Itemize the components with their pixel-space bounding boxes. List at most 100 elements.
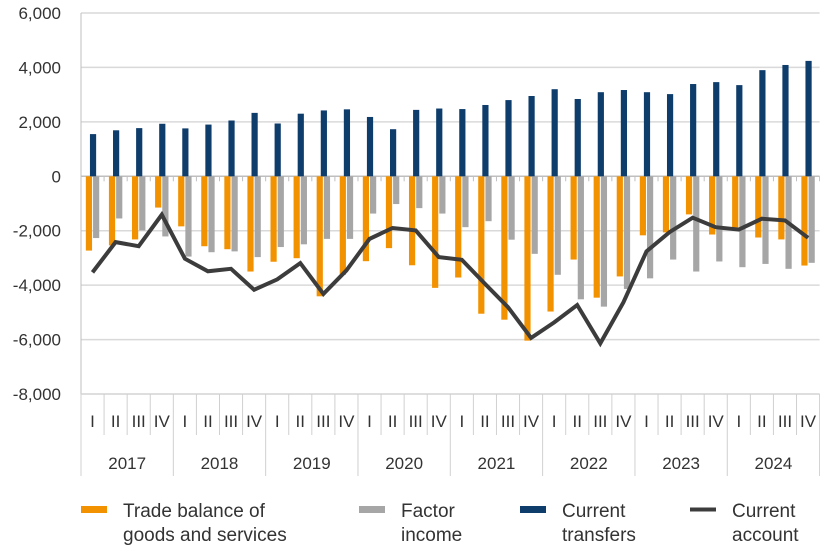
legend-item: Trade balance of goods and services [81, 501, 287, 546]
current-transfers-bar [505, 100, 512, 177]
current-transfers-bar [574, 98, 581, 177]
current-transfers-bar [389, 129, 397, 177]
trade-balance-of-goods-and-services-bar [616, 176, 623, 277]
current-transfers-bar [597, 92, 604, 177]
trade-balance-of-goods-and-services-bar [316, 176, 323, 297]
current-transfers-bar [343, 109, 351, 177]
y-axis: 6,000 4,000 2,000 0 -2,000 -4,000 -6,000 -8,000 [13, 4, 82, 404]
current-transfers-bar [89, 134, 97, 177]
factor-income-bar [139, 176, 146, 231]
legend-label: Trade balance of [123, 501, 266, 522]
current-transfers-bar [136, 128, 143, 177]
factor-income-bar [577, 176, 584, 300]
year-label: 2019 [293, 454, 331, 473]
quarter-label: III [316, 412, 330, 431]
factor-income-bar [600, 176, 608, 307]
legend-swatch [81, 506, 107, 513]
year-label: 2022 [570, 454, 608, 473]
quarter-label: III [132, 412, 146, 431]
quarter-label: IV [154, 412, 171, 431]
factor-income-bar [508, 176, 515, 240]
current-transfers-bar [205, 124, 212, 177]
quarter-label: I [644, 412, 649, 431]
quarter-label: II [296, 412, 305, 431]
trade-balance-of-goods-and-services-bar [247, 176, 254, 272]
current-transfers-bar [620, 90, 628, 177]
current-transfers-bar [528, 96, 535, 177]
quarter-label: I [367, 412, 372, 431]
factor-income-bar [93, 176, 100, 239]
quarter-label: II [203, 412, 212, 431]
trade-balance-of-goods-and-services-bar [570, 176, 577, 260]
y-tick-label: 2,000 [18, 113, 61, 132]
y-tick-label: 0 [52, 167, 61, 186]
gridlines [80, 12, 820, 395]
legend-swatch [359, 506, 385, 513]
legend-item: Factor income [359, 501, 462, 546]
current-transfers-bar [228, 120, 235, 177]
y-tick-label: -6,000 [13, 331, 61, 350]
quarter-label: II [111, 412, 120, 431]
trade-balance-of-goods-and-services-bar [732, 176, 739, 228]
current-transfers-bar [113, 130, 120, 177]
trade-balance-of-goods-and-services-bar [385, 176, 393, 249]
quarter-label: II [757, 412, 766, 431]
factor-income-bar [370, 176, 377, 214]
legend-label: goods and services [123, 525, 287, 546]
current-account-line [90, 210, 810, 348]
current-transfers-bar [459, 109, 466, 177]
factor-income-bar [277, 176, 284, 248]
trade-balance-of-goods-and-services-bar [201, 176, 208, 247]
trade-balance-of-goods-and-services-bar [685, 176, 693, 215]
trade-balance-of-goods-and-services-bar [755, 176, 762, 238]
factor-income-bar [716, 176, 723, 262]
year-label: 2021 [478, 454, 516, 473]
trade-balance-of-goods-and-services-bar [132, 176, 139, 240]
quarter-label: III [224, 412, 238, 431]
y-tick-label: -8,000 [13, 385, 61, 404]
trade-balance-of-goods-and-services-bar [478, 176, 485, 314]
quarter-label: I [90, 412, 95, 431]
current-transfers-bar [690, 84, 697, 177]
legend-item: Current transfers [520, 501, 636, 546]
quarter-label: IV [338, 412, 355, 431]
factor-income-bar [416, 176, 423, 209]
quarter-label: IV [708, 412, 725, 431]
trade-balance-of-goods-and-services-bar [224, 176, 231, 250]
quarter-label: IV [523, 412, 540, 431]
quarter-label: I [459, 412, 464, 431]
current-transfers-bar [182, 128, 189, 177]
current-transfers-bar [666, 94, 674, 177]
current-transfers-bar [436, 108, 443, 177]
quarter-label: III [686, 412, 700, 431]
trade-balance-of-goods-and-services-bar [662, 176, 670, 233]
legend-label: Factor [401, 501, 456, 522]
trade-balance-of-goods-and-services-bar [593, 176, 600, 298]
factor-income-bar [693, 176, 700, 272]
factor-income-bar [162, 176, 169, 237]
legend: Trade balance of goods and services Factor… [81, 501, 799, 546]
trade-balance-of-goods-and-services-bar [639, 176, 646, 236]
current-transfers-bar [297, 113, 304, 177]
trade-balance-of-goods-and-services-bar [709, 176, 716, 235]
current-transfers-bar [782, 64, 789, 177]
factor-income-bar [393, 176, 400, 205]
trade-balance-of-goods-and-services-bar [293, 176, 300, 259]
legend-item: Current account [690, 501, 799, 546]
trade-balance-of-goods-and-services-bar [547, 176, 554, 312]
quarter-label: IV [615, 412, 632, 431]
factor-income-bar [346, 176, 354, 239]
trade-balance-of-goods-and-services-bar [432, 176, 439, 288]
factor-income-bar [808, 176, 815, 263]
factor-income-bar [116, 176, 123, 219]
legend-label: account [732, 525, 799, 546]
quarter-label: IV [431, 412, 448, 431]
trade-balance-of-goods-and-services-bar [339, 176, 346, 275]
factor-income-bar [646, 176, 654, 279]
quarter-label: I [182, 412, 187, 431]
trade-balance-of-goods-and-services-bar [501, 176, 508, 320]
trade-balance-of-goods-and-services-bar [85, 176, 93, 251]
legend-label: Current [732, 501, 796, 522]
trade-balance-of-goods-and-services-bar [408, 176, 416, 266]
